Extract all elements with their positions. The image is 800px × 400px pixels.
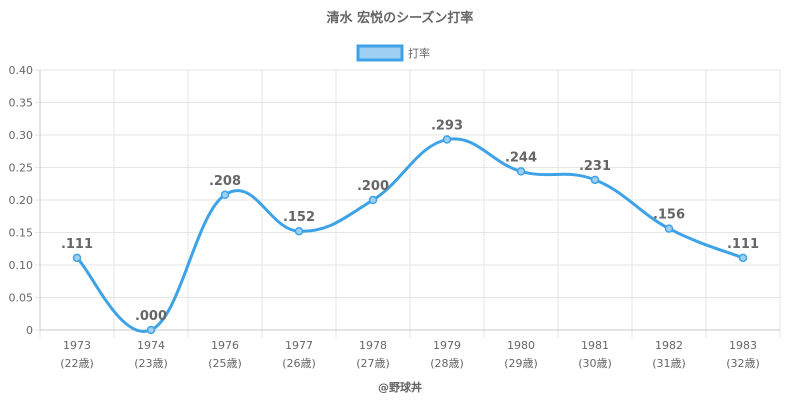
x-tick-label: 1978 [359,339,387,352]
y-tick-label: 0.30 [9,129,34,142]
y-tick-label: 0.25 [9,162,34,175]
y-tick-label: 0 [26,324,33,337]
x-tick-label: 1973 [63,339,91,352]
data-point [442,135,452,144]
x-tick-label: 1977 [285,339,313,352]
series-layer [72,135,748,335]
x-tick-sublabel: (26歳) [282,357,316,370]
chart-title: 清水 宏悦のシーズン打率 [327,10,474,26]
data-label: .111 [727,237,759,252]
y-tick-label: 0.40 [9,64,34,77]
x-tick-label: 1974 [137,339,165,352]
x-tick-sublabel: (32歳) [726,357,760,370]
data-point [664,224,674,233]
legend-label: 打率 [408,46,430,60]
y-tick-label: 0.05 [9,292,34,305]
data-label: .152 [283,210,315,225]
data-label: .111 [61,237,93,252]
data-point [220,190,230,200]
x-tick-sublabel: (25歳) [208,357,242,370]
data-point [294,226,304,236]
y-tick-label: 0.10 [9,259,34,272]
data-point [72,253,82,263]
x-tick-label: 1983 [729,339,757,352]
y-tick-label: 0.20 [9,194,34,207]
data-point [590,175,600,185]
x-tick-label: 1981 [581,339,609,352]
data-label: .000 [135,309,167,324]
data-point [738,253,748,263]
data-label: .156 [653,208,685,223]
grid [39,69,781,338]
x-tick-sublabel: (27歳) [356,357,390,370]
x-tick-label: 1979 [433,339,461,352]
y-tick-label: 0.15 [9,227,34,240]
legend[interactable]: 打率 [356,44,430,62]
legend-swatch [356,44,404,62]
data-point [516,167,526,176]
data-label: .244 [505,150,537,165]
x-tick-sublabel: (29歳) [504,357,538,370]
data-label: .231 [579,159,611,174]
x-tick-sublabel: (22歳) [60,357,94,370]
data-label: .208 [209,174,241,189]
x-tick-sublabel: (28歳) [430,357,464,370]
axes: 0 0.05 0.10 0.15 0.20 0.25 0.30 0.35 0.40 1973 (22… [9,64,780,370]
data-point [146,325,156,335]
series-line [75,137,744,333]
x-tick-sublabel: (23歳) [134,357,168,370]
x-tick-sublabel: (30歳) [578,357,612,370]
data-label: .293 [431,119,463,134]
x-tick-label: 1976 [211,339,239,352]
credit-text: @野球丼 [378,380,422,394]
data-point [368,195,378,205]
x-tick-label: 1982 [655,339,683,352]
x-tick-label: 1980 [507,339,535,352]
data-label: .200 [357,179,389,194]
x-tick-sublabel: (31歳) [652,357,686,370]
y-tick-label: 0.35 [9,97,34,110]
data-labels: .111 .000 .208 .152 .200 .293 .244 .231 .156 .111 [61,119,759,324]
